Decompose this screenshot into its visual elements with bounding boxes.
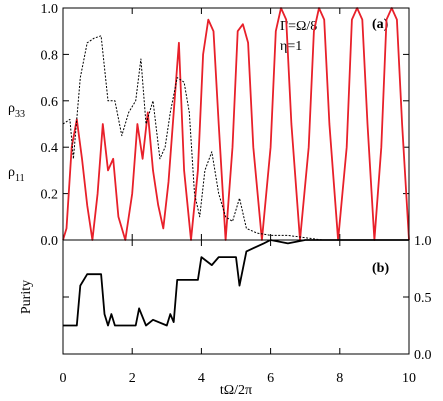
panel-label: (b) — [372, 261, 389, 276]
x-tick-label: 0 — [60, 371, 67, 386]
x-label: tΩ/2π — [220, 383, 252, 398]
plot-frame — [62, 7, 410, 241]
x-tick-label: 8 — [336, 371, 343, 386]
plot-frame — [62, 239, 410, 355]
symbol: ρ — [8, 165, 15, 180]
x-tick-label: 2 — [129, 371, 136, 386]
y-tick-label: 0.6 — [41, 95, 59, 110]
y-tick-label: 0.0 — [41, 234, 59, 249]
subscript: 33 — [15, 109, 25, 120]
y-label-rho11: ρ11 — [8, 165, 25, 184]
annotation: Γ=Ω/8 — [280, 19, 317, 34]
y2-tick-label: 0.0 — [414, 348, 432, 363]
series-line — [63, 239, 409, 327]
subscript: 11 — [15, 173, 25, 184]
y-tick-label: 0.4 — [41, 141, 59, 156]
x-tick-label: 4 — [198, 371, 205, 386]
y-label-rho33: ρ33 — [8, 101, 25, 120]
series-line — [62, 7, 410, 241]
series-line — [62, 35, 409, 241]
panel-label: (a) — [372, 17, 389, 32]
annotation: η=1 — [280, 39, 302, 54]
y2-tick-label: 0.5 — [414, 291, 432, 306]
x-tick-label: 10 — [402, 371, 416, 386]
x-tick-label: 6 — [267, 371, 274, 386]
symbol: ρ — [8, 101, 15, 116]
y-tick-label: 0.8 — [41, 48, 59, 63]
y-tick-label: 0.2 — [41, 188, 59, 203]
y-label: Purity — [19, 280, 34, 314]
y-tick-label: 1.0 — [41, 2, 59, 17]
y2-tick-label: 1.0 — [414, 234, 432, 249]
